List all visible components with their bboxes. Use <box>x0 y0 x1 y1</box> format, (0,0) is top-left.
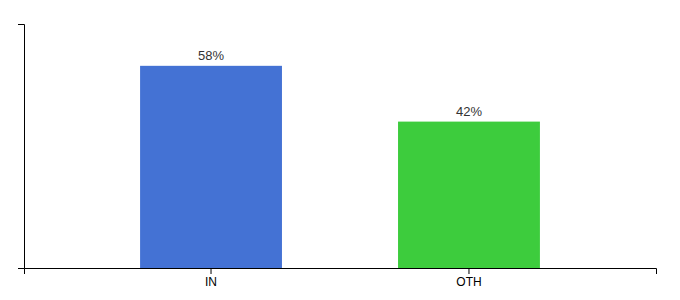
data-label: 42% <box>456 104 482 119</box>
x-tick-mark <box>211 268 212 274</box>
bar <box>398 122 540 268</box>
x-axis-line <box>25 269 657 275</box>
chart-container: IN OTH 58% 42% <box>0 0 680 300</box>
y-axis <box>18 25 25 269</box>
x-tick: OTH <box>456 268 481 289</box>
x-axis: IN OTH <box>25 268 657 289</box>
data-labels: 58% 42% <box>198 48 482 119</box>
chart: IN OTH 58% 42% <box>0 0 680 300</box>
x-tick-mark <box>468 268 469 274</box>
data-label: 58% <box>198 48 224 63</box>
bars <box>140 66 540 268</box>
x-tick: IN <box>205 268 217 289</box>
bar <box>140 66 282 268</box>
x-tick-label: IN <box>205 275 217 289</box>
y-axis-line <box>18 25 25 269</box>
plot: IN OTH 58% 42% <box>18 25 657 289</box>
x-tick-label: OTH <box>456 275 481 289</box>
